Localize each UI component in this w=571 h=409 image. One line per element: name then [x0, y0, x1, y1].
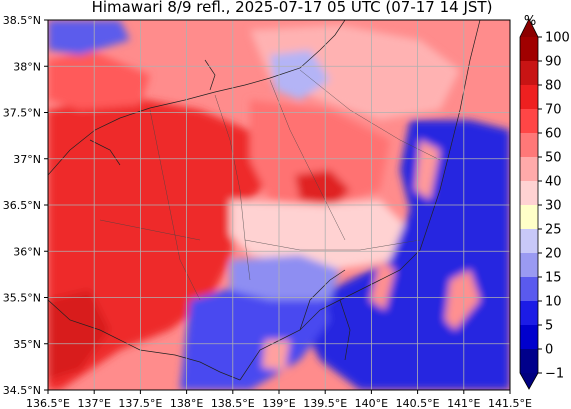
colorbar-segment [520, 133, 538, 157]
y-tick-label: 38°N [13, 60, 41, 73]
latitude-axis: 34.5°N 35°N 35.5°N 36°N 36.5°N 37°N 37.5°N 38°N… [3, 14, 48, 397]
x-tick-label: 137.5°E [118, 397, 162, 409]
x-tick-label: 140.5°E [396, 397, 440, 409]
colorbar-tick-label: 15 [545, 271, 562, 286]
clear-region-north-pale [270, 50, 330, 100]
y-tick-label: 37°N [13, 153, 41, 166]
colorbar-tick-label: 80 [545, 79, 562, 94]
cloud-region-moderate-ne [250, 25, 460, 120]
colorbar-segment [520, 205, 538, 229]
colorbar-tick-label: −1 [545, 367, 564, 382]
y-tick-label: 36.5°N [3, 199, 41, 212]
colorbar-tick-label: 50 [545, 151, 562, 166]
cloud-region-high [48, 95, 280, 390]
x-tick-label: 141°E [447, 397, 480, 409]
colorbar-segment [520, 253, 538, 277]
colorbar-segment [520, 349, 538, 373]
x-tick-label: 138°E [170, 397, 203, 409]
colorbar-segment [520, 109, 538, 133]
colorbar-segment [520, 301, 538, 325]
colorbar-tick-label: 40 [545, 175, 562, 190]
y-tick-label: 35.5°N [3, 292, 41, 305]
x-tick-label: 138.5°E [211, 397, 255, 409]
cumulus-streak-4 [262, 340, 290, 370]
cloud-region-high-north [48, 50, 150, 110]
x-tick-label: 140°E [355, 397, 388, 409]
clear-region-south-pale [230, 255, 340, 300]
colorbar-tick-label: 90 [545, 55, 562, 70]
colorbar-segment [520, 37, 538, 61]
colorbar-tick-label: 5 [545, 319, 553, 334]
longitude-axis: 136.5°E 137°E 137.5°E 138°E 138.5°E 139°E 139.… [26, 390, 532, 409]
cloud-region-moderate-center [250, 100, 390, 210]
colorbar-extend-over [520, 19, 538, 37]
x-tick-label: 141.5°E [488, 397, 532, 409]
colorbar-segment [520, 277, 538, 301]
colorbar-tick-label: 70 [545, 103, 562, 118]
colorbar-tick-label: 10 [545, 295, 562, 310]
map-title: Himawari 8/9 refl., 2025-07-17 05 UTC (0… [92, 0, 493, 16]
cumulus-streak-3 [415, 140, 440, 200]
colorbar-segment [520, 181, 538, 205]
cloud-region-low-center [230, 200, 410, 270]
x-tick-label: 139.5°E [303, 397, 347, 409]
coastlines [48, 20, 481, 381]
x-tick-label: 137°E [77, 397, 110, 409]
colorbar-tick-label: 60 [545, 127, 562, 142]
colorbar-tick-label: 0 [545, 343, 553, 358]
colorbar-tick-label: 100 [545, 31, 570, 46]
x-tick-label: 139°E [262, 397, 295, 409]
y-tick-label: 37.5°N [3, 107, 41, 120]
colorbar-segment [520, 229, 538, 253]
clear-region-south [180, 280, 330, 390]
colorbar-segment [520, 325, 538, 349]
colorbar-extend-under [520, 373, 538, 389]
colorbar-segment [520, 61, 538, 85]
cumulus-streak-2 [445, 270, 480, 330]
colorbar-tick-label: 25 [545, 223, 562, 238]
y-tick-label: 34.5°N [3, 384, 41, 397]
colorbar-tick-label: 20 [545, 247, 562, 262]
cloud-region-red-patch [295, 170, 350, 205]
colorbar-segment [520, 157, 538, 181]
colorbar-tick-label: 30 [545, 199, 562, 214]
colorbar-segment [520, 85, 538, 109]
y-tick-label: 38.5°N [3, 14, 41, 27]
y-tick-label: 36°N [13, 245, 41, 258]
y-tick-label: 35°N [13, 338, 41, 351]
x-tick-label: 136.5°E [26, 397, 70, 409]
clear-region-northwest [48, 20, 130, 55]
